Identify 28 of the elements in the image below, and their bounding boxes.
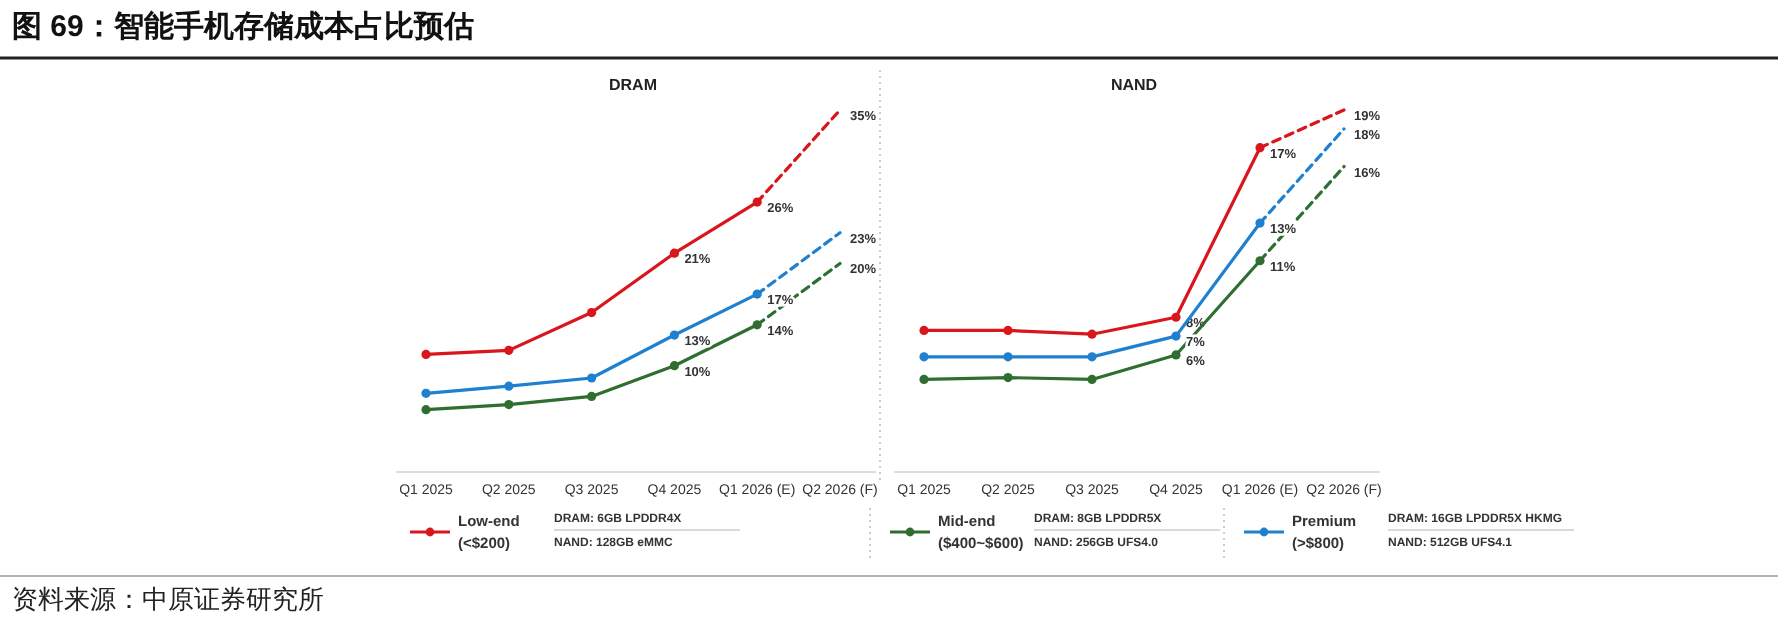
point xyxy=(504,345,514,355)
point xyxy=(1087,329,1097,339)
point xyxy=(1087,352,1097,362)
point xyxy=(1003,352,1013,362)
point xyxy=(1171,350,1181,360)
point xyxy=(669,361,679,371)
point xyxy=(587,373,597,383)
point xyxy=(587,391,597,401)
text: 资料来源：中原证券研究所 xyxy=(12,584,324,614)
point xyxy=(1003,325,1013,336)
point xyxy=(919,374,929,385)
point xyxy=(669,248,679,258)
caption: 图 69：智能手机存储成本占比预估 xyxy=(12,10,474,44)
point xyxy=(587,307,597,318)
point xyxy=(669,330,679,340)
chart-title: NAND xyxy=(1110,76,1158,94)
point xyxy=(1171,312,1181,322)
point xyxy=(919,352,929,362)
point xyxy=(504,381,514,391)
point xyxy=(421,388,431,398)
point xyxy=(919,325,929,336)
point xyxy=(1003,372,1013,383)
point xyxy=(1087,374,1097,385)
point xyxy=(504,399,514,410)
point xyxy=(1171,331,1181,341)
point xyxy=(421,405,431,415)
point xyxy=(421,349,431,360)
chart-title: DRAM xyxy=(609,76,658,94)
